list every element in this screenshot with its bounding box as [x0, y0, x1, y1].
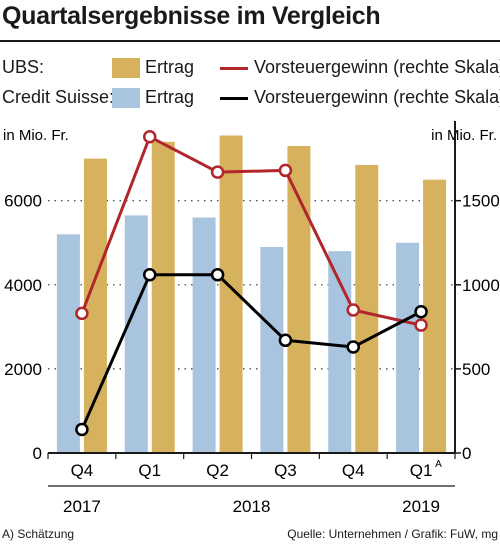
point-ubs-vorsteuergewinn-5 [414, 318, 428, 332]
year-label-1: 2018 [233, 497, 271, 516]
legend-row-cs: Credit Suisse: Ertrag Vorsteuergewinn (r… [2, 87, 500, 109]
bar-cs-ertrag-3 [260, 246, 284, 453]
legend-cs-label: Credit Suisse: [2, 87, 115, 107]
bar-cs-ertrag-4 [328, 251, 352, 453]
title-rule [0, 40, 500, 42]
line-cs-vorsteuergewinn [80, 273, 422, 431]
legend-cs-line-swatch [220, 97, 248, 100]
left-axis-label: in Mio. Fr. [3, 127, 69, 144]
legend-cs-bar-swatch [112, 88, 140, 108]
legend-cs-bar-text: Ertrag [145, 87, 195, 107]
right-axis-label: in Mio. Fr. [431, 127, 497, 144]
category-superscript-5: A [435, 459, 442, 470]
category-label-1: Q1 [138, 461, 161, 480]
point-ubs-vorsteuergewinn-3 [278, 163, 293, 178]
point-ubs-vorsteuergewinn-0 [75, 306, 89, 321]
point-cs-vorsteuergewinn-1 [143, 267, 157, 282]
legend-ubs-line-swatch [220, 67, 248, 70]
bar-cs-ertrag-0 [56, 234, 80, 453]
legend-cs-line-text: Vorsteuergewinn (rechte Skala) [254, 87, 500, 107]
bar-ubs-ertrag-1 [151, 141, 175, 454]
left-tick-label-0: 0 [33, 444, 42, 463]
bar-ubs-ertrag-0 [83, 158, 107, 453]
left-tick-label-3: 6000 [4, 192, 42, 211]
legend-ubs-bar-text: Ertrag [145, 57, 195, 77]
point-ubs-vorsteuergewinn-1 [143, 130, 157, 144]
left-tick-label-1: 2000 [4, 360, 42, 379]
line-ubs-vorsteuergewinn [80, 135, 422, 327]
point-cs-vorsteuergewinn-0 [75, 422, 89, 437]
right-tick-label-1: 500 [462, 360, 490, 379]
legend-ubs-label: UBS: [2, 57, 45, 77]
bar-cs-ertrag-5 [396, 242, 420, 453]
category-label-5: Q1 [410, 461, 433, 480]
source-credit: Quelle: Unternehmen / Grafik: FuW, mg [287, 527, 498, 541]
bar-ubs-ertrag-3 [287, 146, 311, 453]
point-cs-vorsteuergewinn-2 [210, 267, 225, 282]
legend-ubs-bar-swatch [112, 58, 140, 78]
point-ubs-vorsteuergewinn-4 [346, 303, 360, 317]
right-tick-label-0: 0 [462, 444, 471, 463]
point-cs-vorsteuergewinn-4 [346, 340, 360, 354]
bar-cs-ertrag-1 [124, 215, 148, 453]
category-label-2: Q2 [206, 461, 229, 480]
right-tick-label-2: 1000 [462, 276, 500, 295]
point-cs-vorsteuergewinn-5 [414, 304, 428, 319]
footnote: A) Schätzung [2, 527, 75, 541]
legend-row-ubs: UBS: Ertrag Vorsteuergewinn (rechte Skal… [2, 57, 500, 79]
category-label-4: Q4 [342, 461, 365, 480]
point-ubs-vorsteuergewinn-2 [210, 165, 225, 179]
bar-cs-ertrag-2 [192, 217, 216, 453]
year-label-0: 2017 [63, 497, 101, 516]
right-tick-label-3: 1500 [462, 192, 500, 211]
year-label-2: 2019 [402, 497, 440, 516]
category-label-0: Q4 [71, 461, 94, 480]
point-cs-vorsteuergewinn-3 [278, 333, 293, 348]
bar-ubs-ertrag-2 [219, 135, 243, 453]
category-label-3: Q3 [274, 461, 297, 480]
bar-ubs-ertrag-5 [423, 179, 447, 453]
chart-title: Quartalsergebnisse im Vergleich [2, 2, 381, 30]
bar-ubs-ertrag-4 [355, 164, 379, 453]
legend-ubs-line-text: Vorsteuergewinn (rechte Skala) [254, 57, 500, 77]
left-tick-label-2: 4000 [4, 276, 42, 295]
